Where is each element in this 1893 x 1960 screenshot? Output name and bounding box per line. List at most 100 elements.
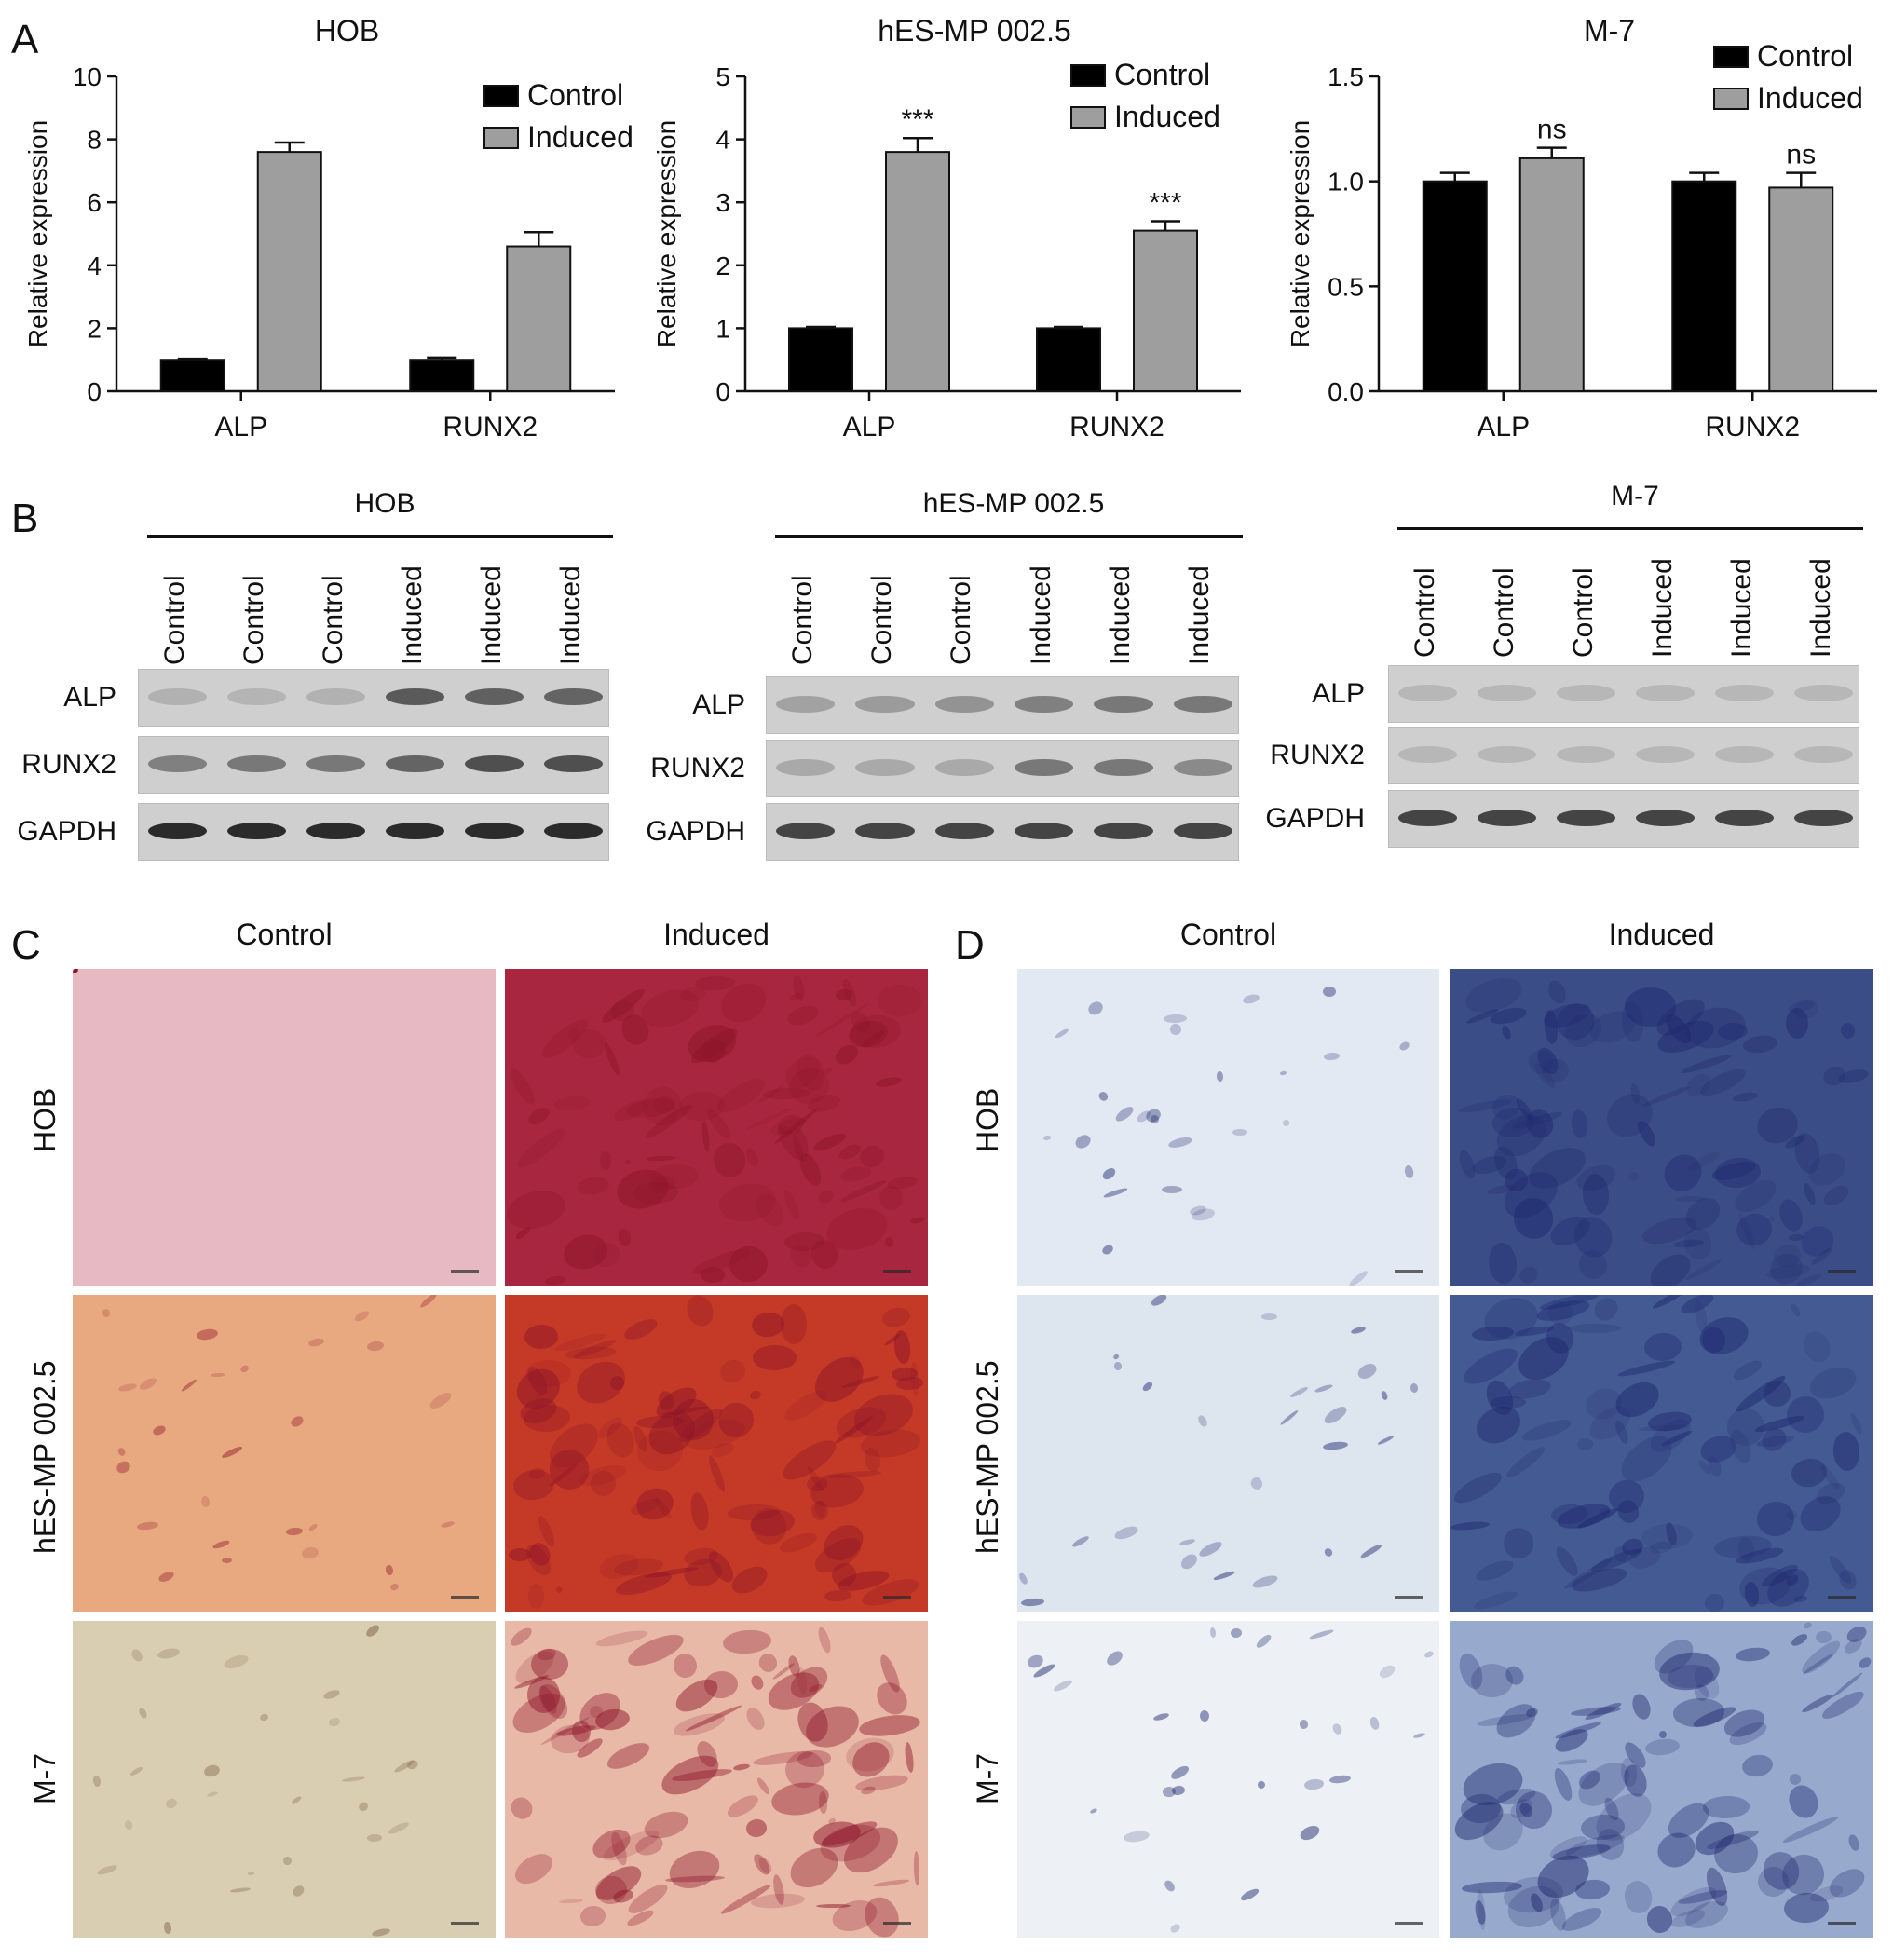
- stain-speckle: [1473, 1899, 1487, 1926]
- x-tick-label: RUNX2: [1069, 412, 1164, 442]
- protein-band: [776, 696, 836, 713]
- micrograph: [1017, 969, 1439, 1286]
- y-tick-label: 1: [715, 314, 730, 343]
- stain-speckle: [1323, 1052, 1341, 1062]
- stain-speckle: [701, 1120, 711, 1152]
- stain-speckle: [1589, 1295, 1622, 1325]
- stain-speckle: [1786, 1395, 1825, 1435]
- stain-speckle: [114, 1459, 132, 1476]
- stain-speckle: [352, 1309, 371, 1324]
- bar-induced-runx2: [506, 245, 572, 392]
- stain-speckle: [1517, 1263, 1541, 1286]
- stain-speckle: [1781, 1813, 1841, 1845]
- bar-induced-alp: [256, 151, 322, 392]
- x-tick-label: RUNX2: [1705, 412, 1800, 442]
- protein-band: [306, 755, 365, 772]
- lane-label: Induced: [554, 565, 586, 665]
- protein-band: [934, 823, 994, 839]
- lane-label: Control: [946, 575, 977, 665]
- stain-speckle: [1674, 1195, 1705, 1202]
- y-tick-label: 4: [715, 126, 730, 155]
- stain-speckle: [1819, 1687, 1868, 1724]
- lane-label: Induced: [1184, 565, 1216, 665]
- chart-svg-hob: HOB Relative expression 0 2 4 6 8 10 ALP RUNX2 Con…: [23, 14, 633, 442]
- stain-speckle: [1254, 1632, 1273, 1650]
- stain-speckle: [117, 1382, 138, 1394]
- stain-speckle: [1570, 1108, 1589, 1139]
- stain-speckle: [624, 1160, 632, 1164]
- blot-strip-runx2: [1388, 727, 1859, 784]
- stain-speckle: [1323, 1546, 1334, 1558]
- stain-speckle: [857, 1711, 921, 1740]
- legend-swatch-control: [483, 85, 519, 107]
- stain-speckle: [164, 1797, 179, 1811]
- stain-speckle: [621, 1314, 661, 1344]
- x-tick-label: ALP: [843, 412, 896, 442]
- bar-control-runx2: [1671, 180, 1737, 392]
- blot-group-rule: [147, 535, 613, 538]
- y-tick-label: 1.0: [1328, 168, 1364, 197]
- stain-speckle: [742, 1704, 769, 1733]
- stain-speckle: [1376, 1435, 1395, 1447]
- scale-bar: [451, 1922, 479, 1925]
- stain-speckle: [1682, 1069, 1715, 1102]
- y-tick-label: 0.5: [1328, 272, 1364, 301]
- micrograph: [1450, 969, 1873, 1286]
- stain-speckle: [1163, 1014, 1187, 1024]
- x-tick-label: ALP: [214, 412, 267, 442]
- stain-speckle: [601, 1041, 622, 1078]
- stain-speckle: [389, 1582, 401, 1592]
- stain-speckle: [1123, 1830, 1151, 1844]
- stain-speckle: [123, 1819, 134, 1831]
- y-tick-label: 3: [715, 188, 730, 217]
- protein-label: ALP: [692, 689, 745, 720]
- y-tick-label: 0.0: [1328, 377, 1364, 406]
- stain-speckle: [1848, 1411, 1864, 1435]
- stain-speckle: [258, 1713, 269, 1722]
- protein-band: [1478, 746, 1536, 763]
- scale-bar: [451, 1596, 479, 1599]
- protein-band: [544, 688, 603, 705]
- stain-speckle: [724, 1790, 762, 1822]
- stain-speckle: [1450, 1520, 1491, 1532]
- y-tick-label: 6: [87, 188, 102, 217]
- panel-letter-a: A: [11, 17, 39, 62]
- stain-speckle: [1323, 1440, 1350, 1451]
- stain-speckle: [1377, 1663, 1397, 1681]
- protein-band: [1636, 810, 1695, 826]
- lane-label: Induced: [1725, 558, 1757, 658]
- stain-speckle: [1097, 1090, 1110, 1103]
- lane-label: Induced: [1105, 565, 1136, 665]
- scale-bar: [883, 1596, 911, 1599]
- stain-speckle: [672, 1651, 700, 1681]
- stain-speckle: [1473, 1556, 1517, 1586]
- stain-speckle: [1503, 1443, 1547, 1481]
- stain-speckle: [1820, 1062, 1849, 1090]
- stain-speckle: [1242, 992, 1260, 1005]
- significance-label: ***: [901, 104, 933, 135]
- row-header: HOB: [971, 1087, 1004, 1152]
- chart-title: HOB: [315, 14, 379, 48]
- stain-speckle: [1380, 1389, 1389, 1400]
- stain-speckle: [780, 1303, 808, 1345]
- stain-speckle: [892, 1329, 913, 1366]
- bar-chart-hob: HOB Relative expression 0 2 4 6 8 10 ALP RUNX2 Con…: [0, 0, 633, 466]
- legend-swatch-control: [1713, 46, 1749, 68]
- stain-speckle: [527, 1583, 545, 1610]
- stain-speckle: [1763, 1380, 1792, 1409]
- protein-band: [386, 755, 444, 772]
- stain-speckle: [1500, 1025, 1512, 1041]
- stain-speckle: [247, 1871, 255, 1876]
- stain-speckle: [1839, 1021, 1856, 1040]
- protein-band: [227, 755, 286, 772]
- stain-speckle: [512, 1123, 570, 1174]
- stain-speckle: [180, 1378, 198, 1394]
- stain-speckle: [1239, 1886, 1260, 1903]
- bar-control-alp: [1422, 180, 1488, 392]
- stain-speckle: [1162, 1786, 1177, 1798]
- stain-speckle: [884, 1235, 895, 1248]
- stain-speckle: [558, 1899, 583, 1904]
- stain-speckle: [1397, 1040, 1410, 1053]
- stain-speckle: [357, 1800, 370, 1813]
- stain-speckle: [1303, 1777, 1325, 1790]
